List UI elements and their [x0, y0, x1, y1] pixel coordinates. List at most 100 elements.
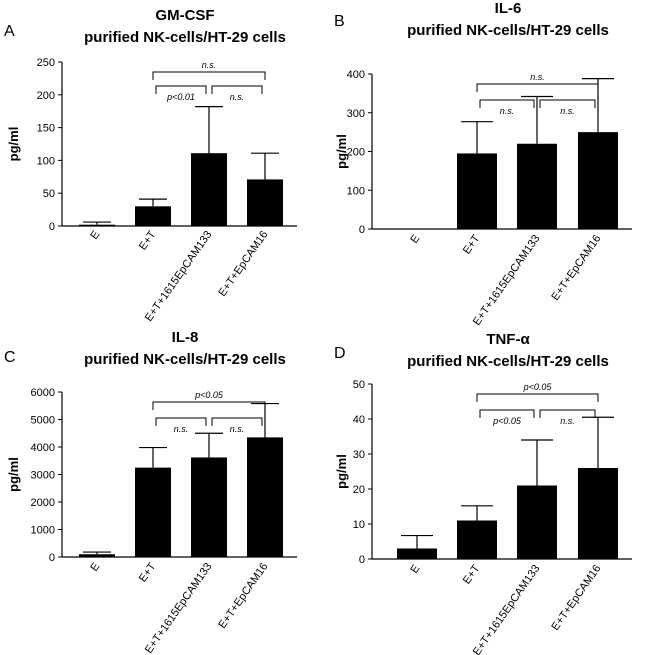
y-tick-label: 150 [37, 123, 55, 135]
bar [191, 457, 227, 557]
chart-title: GM-CSF [155, 7, 214, 24]
x-tick-label: E+T [137, 229, 159, 253]
y-tick-label: 50 [43, 188, 55, 200]
x-tick-label: E [408, 563, 422, 576]
chart-title: TNF-α [486, 331, 530, 348]
significance-bracket [211, 417, 263, 426]
bar [397, 548, 437, 559]
significance-label: p<0.05 [194, 390, 224, 400]
y-tick-label: 6000 [31, 387, 55, 399]
significance-bracket [152, 71, 266, 80]
bar [578, 132, 618, 229]
x-tick-label: E [88, 561, 102, 574]
panel-letter: C [4, 349, 16, 366]
significance-bracket [152, 401, 266, 410]
chart-panel-b: B IL-6 purified NK-cells/HT-29 cells pg/ml 0… [334, 0, 632, 328]
x-tick-label: E+T+EpCAM16 [216, 561, 270, 631]
bar [517, 485, 557, 559]
significance-label: n.s. [202, 60, 217, 70]
y-tick-label: 4000 [31, 442, 55, 454]
x-tick-label: E+T+EpCAM16 [549, 563, 603, 633]
y-tick-label: 200 [37, 90, 55, 102]
y-tick-label: 10 [353, 519, 365, 531]
significance-label: n.s. [230, 92, 245, 102]
chart-panel-d: D TNF-α purified NK-cells/HT-29 cells pg/ml… [334, 331, 632, 655]
significance-label: n.s. [500, 106, 515, 116]
y-axis-label: pg/ml [334, 454, 349, 489]
y-tick-label: 5000 [31, 415, 55, 427]
significance-bracket [539, 409, 596, 418]
y-tick-label: 40 [353, 414, 365, 426]
x-tick-label: E [88, 229, 102, 242]
x-tick-label: E+T [461, 563, 483, 587]
panel-letter: D [334, 345, 346, 362]
significance-bracket [476, 393, 599, 402]
y-axis-label: pg/ml [334, 134, 349, 169]
y-axis-label: pg/ml [6, 127, 21, 162]
significance-bracket [479, 409, 535, 418]
significance-label: p<0.05 [523, 382, 553, 392]
bar [517, 143, 557, 229]
panel-letter: B [334, 13, 345, 30]
bar [457, 153, 497, 229]
chart-subtitle: purified NK-cells/HT-29 cells [84, 351, 286, 368]
y-tick-label: 400 [347, 69, 365, 81]
y-tick-label: 0 [49, 552, 55, 564]
chart-title: IL-6 [495, 0, 522, 17]
x-tick-label: E+T+1615EpCAM133 [143, 561, 215, 655]
bar [191, 153, 227, 226]
significance-label: p<0.01 [166, 92, 195, 102]
significance-label: p<0.05 [492, 416, 522, 426]
significance-label: n.s. [174, 424, 189, 434]
x-tick-label: E+T [461, 233, 483, 257]
y-tick-label: 0 [49, 221, 55, 233]
chart-title: IL-8 [172, 329, 199, 346]
x-tick-label: E+T [137, 561, 159, 585]
y-tick-label: 100 [37, 155, 55, 167]
y-tick-label: 0 [359, 554, 365, 566]
significance-bracket [476, 83, 599, 92]
chart-subtitle: purified NK-cells/HT-29 cells [84, 29, 286, 46]
bar [135, 206, 171, 226]
significance-bracket [155, 85, 207, 94]
x-tick-label: E+T+EpCAM16 [549, 233, 603, 303]
bar [135, 467, 171, 557]
bar [79, 224, 115, 226]
bar [578, 468, 618, 559]
y-tick-label: 30 [353, 449, 365, 461]
y-tick-label: 100 [347, 185, 365, 197]
x-tick-label: E+T+1615EpCAM133 [471, 563, 543, 655]
y-tick-label: 0 [359, 224, 365, 236]
y-tick-label: 3000 [31, 470, 55, 482]
y-tick-label: 250 [37, 57, 55, 69]
significance-label: n.s. [530, 72, 545, 82]
significance-label: n.s. [230, 424, 245, 434]
significance-label: n.s. [560, 416, 575, 426]
y-tick-label: 2000 [31, 497, 55, 509]
y-tick-label: 200 [347, 147, 365, 159]
bar [247, 437, 283, 557]
bar [247, 179, 283, 226]
chart-subtitle: purified NK-cells/HT-29 cells [407, 22, 609, 39]
y-tick-label: 50 [353, 379, 365, 391]
bar [79, 554, 115, 557]
x-tick-label: E+T+1615EpCAM133 [471, 233, 543, 328]
chart-panel-c: C IL-8 purified NK-cells/HT-29 cells pg/ml 0… [4, 329, 297, 655]
significance-bracket [479, 99, 535, 108]
chart-subtitle: purified NK-cells/HT-29 cells [407, 353, 609, 370]
y-tick-label: 1000 [31, 525, 55, 537]
significance-label: n.s. [560, 106, 575, 116]
x-tick-label: E+T+EpCAM16 [216, 229, 270, 299]
panel-letter: A [4, 23, 15, 40]
significance-bracket [155, 417, 207, 426]
x-tick-label: E+T+1615EpCAM133 [143, 229, 215, 324]
bar [457, 520, 497, 559]
chart-panel-a: A GM-CSF purified NK-cells/HT-29 cells pg/m… [4, 7, 297, 324]
x-tick-label: E [408, 233, 422, 246]
y-tick-label: 20 [353, 484, 365, 496]
y-axis-label: pg/ml [6, 457, 21, 492]
significance-bracket [539, 99, 596, 108]
significance-bracket [211, 85, 263, 94]
y-tick-label: 300 [347, 108, 365, 120]
